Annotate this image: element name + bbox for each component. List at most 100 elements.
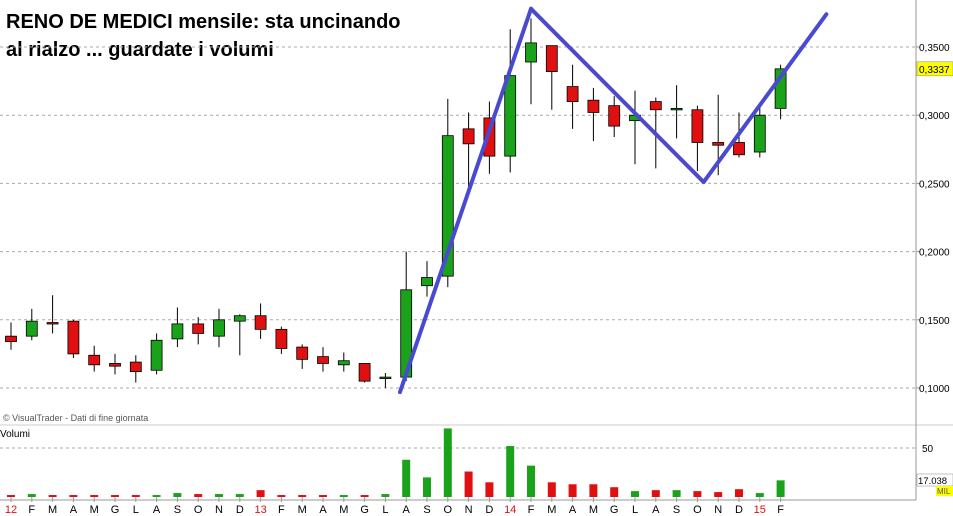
chart-title: RENO DE MEDICI mensile: sta uncinando al…: [6, 11, 401, 61]
candle-body: [254, 315, 267, 330]
month-label: N: [215, 504, 223, 516]
price-tick-label: 0,2500: [919, 179, 950, 190]
volume-bar: [27, 494, 36, 497]
volume-unit-box: [936, 486, 953, 496]
month-label: F: [528, 504, 535, 516]
volume-bar: [360, 495, 369, 497]
month-label: S: [174, 504, 181, 516]
candle-body: [233, 315, 246, 322]
volume-bar: [755, 493, 764, 497]
month-label: O: [444, 504, 453, 516]
candle-body: [545, 45, 558, 72]
candle-body: [337, 360, 350, 366]
volume-bar: [215, 494, 223, 497]
month-label: F: [777, 504, 784, 516]
candles-layer: [5, 18, 787, 388]
volume-bar: [235, 494, 244, 497]
month-label: M: [589, 504, 598, 516]
volume-bar: [464, 471, 473, 497]
month-label: N: [714, 504, 722, 516]
candle-body: [608, 105, 621, 127]
candle-body: [525, 42, 537, 63]
volume-bar: [610, 487, 619, 497]
candle-body: [774, 68, 787, 109]
candle-body: [5, 335, 17, 343]
volume-bar: [48, 495, 57, 497]
volume-bar: [568, 484, 577, 497]
candle-body: [649, 101, 662, 111]
candle-body: [587, 99, 600, 113]
candle-body: [379, 376, 392, 379]
volume-bar: [423, 477, 431, 497]
candle-body: [150, 339, 163, 371]
last-price-box: [916, 61, 953, 77]
year-label: 14: [504, 504, 516, 516]
candle-body: [566, 86, 579, 102]
candle-body: [88, 354, 101, 366]
month-label: O: [693, 504, 702, 516]
candle-body: [192, 323, 205, 334]
volume-bar: [589, 484, 598, 497]
price-tick-label: 0,3500: [919, 43, 950, 54]
volume-bar: [506, 446, 515, 497]
trend-line: [701, 12, 829, 185]
month-label: G: [111, 504, 120, 516]
volume-bar: [735, 489, 743, 497]
price-axis: 0,1000 0,1500 0,2000 0,2500 0,3000 0,3500 0,33…: [915, 0, 953, 500]
price-gridlines: [0, 46, 953, 449]
month-label: M: [90, 504, 99, 516]
month-label: G: [360, 504, 369, 516]
candle-body: [421, 277, 433, 287]
month-label: A: [403, 504, 411, 516]
month-label: S: [423, 504, 430, 516]
candle-body: [275, 328, 288, 349]
month-label: N: [465, 504, 473, 516]
month-label: M: [298, 504, 307, 516]
volume-bar: [7, 495, 15, 497]
candle-body: [296, 346, 309, 360]
month-axis: 12 F M A M G L A S O N D 13 F M A M G L A S O N D 14 F M A M G L A S O N D 1…: [0, 497, 916, 516]
price-tick-label: 0,1000: [919, 384, 950, 395]
candle-body: [25, 320, 38, 337]
volume-bar: [131, 495, 140, 497]
month-label: F: [278, 504, 285, 516]
candle-body: [317, 356, 329, 364]
trend-line: [529, 6, 706, 185]
candle-body: [462, 128, 475, 145]
volume-tick-label: 50: [922, 444, 934, 455]
candle-body: [358, 363, 371, 382]
volume-bar: [69, 495, 78, 497]
volume-bar: [277, 495, 286, 497]
candle-body: [46, 322, 59, 325]
volume-bar: [443, 428, 452, 497]
month-label: L: [133, 504, 139, 516]
price-tick-label: 0,1500: [919, 316, 950, 327]
volume-bar: [339, 495, 348, 497]
candle-body: [670, 107, 683, 111]
volume-bar: [173, 493, 182, 497]
last-price-label: 0,3337: [919, 65, 950, 76]
month-label: L: [632, 504, 638, 516]
candle-body: [441, 135, 454, 277]
candle-body: [483, 117, 496, 157]
last-volume-box: [916, 473, 953, 487]
year-label: 15: [754, 504, 766, 516]
candle-body: [504, 75, 517, 157]
candle-body: [213, 319, 225, 337]
volume-bar: [672, 490, 681, 497]
volume-bar: [152, 495, 161, 497]
candle-body: [753, 114, 766, 153]
month-label: G: [610, 504, 619, 516]
trend-lines-layer: [397, 6, 829, 395]
candle-body: [691, 109, 704, 143]
year-label: 13: [254, 504, 266, 516]
month-label: D: [236, 504, 244, 516]
last-volume-label: 17.038: [918, 476, 947, 487]
price-tick-label: 0,2000: [919, 248, 950, 259]
month-label: S: [673, 504, 680, 516]
price-tick-label: 0,3000: [919, 111, 950, 122]
volume-bar: [776, 480, 785, 497]
volume-bar: [693, 491, 702, 497]
volume-bar: [547, 482, 556, 497]
